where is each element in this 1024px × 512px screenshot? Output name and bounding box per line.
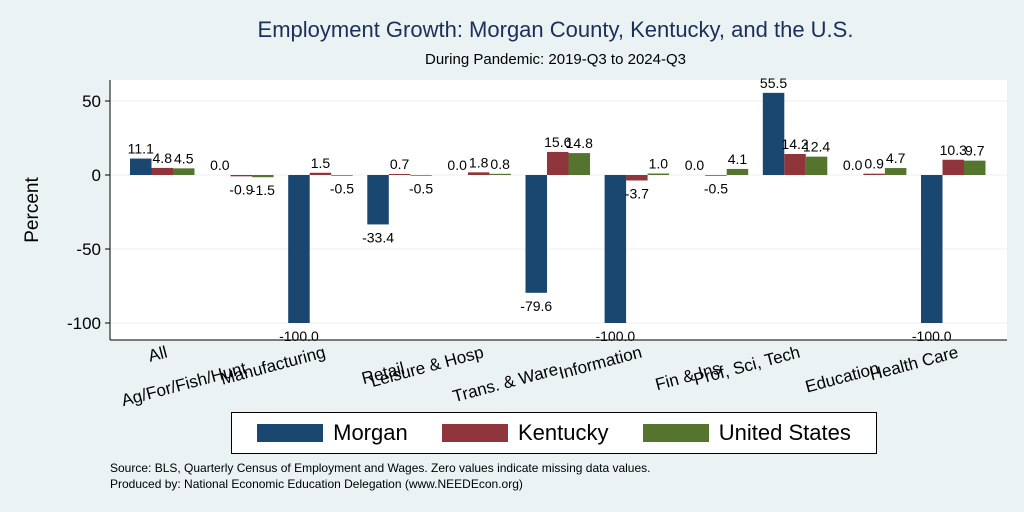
legend-swatch-kentucky bbox=[441, 424, 508, 442]
x-tick-label-information: Information bbox=[557, 343, 644, 383]
bar-kentucky-manufacturing bbox=[309, 172, 332, 175]
data-label-kentucky-information: -3.7 bbox=[625, 185, 649, 201]
bar-united-states-leisure-hosp bbox=[489, 173, 511, 175]
data-label-morgan-manufacturing: -100.0 bbox=[279, 328, 319, 344]
data-label-kentucky-prof-sci-tech: 14.2 bbox=[781, 136, 808, 152]
data-label-kentucky-manufacturing: 1.5 bbox=[311, 155, 331, 171]
legend-label-united-states: United States bbox=[718, 420, 851, 445]
bar-united-states-information bbox=[647, 173, 670, 175]
bar-kentucky-trans-ware bbox=[547, 151, 569, 175]
bar-united-states-all bbox=[173, 168, 195, 175]
bar-united-states-manufacturing bbox=[331, 175, 353, 176]
x-tick-label-all: All bbox=[146, 343, 169, 366]
data-label-morgan-ag-for-fish-hunt: 0.0 bbox=[210, 157, 230, 173]
data-label-morgan-trans-ware: -79.6 bbox=[520, 298, 552, 314]
bar-kentucky-information bbox=[626, 175, 648, 181]
bar-united-states-prof-sci-tech bbox=[805, 156, 828, 175]
x-tick-label-prof-sci-tech: Prof, Sci, Tech bbox=[692, 343, 802, 390]
bar-morgan-all bbox=[130, 158, 152, 175]
legend-label-morgan: Morgan bbox=[333, 420, 408, 445]
bar-morgan-retail bbox=[367, 175, 389, 225]
legend-swatch-united-states bbox=[642, 424, 709, 442]
produced-by-note: Produced by: National Economic Education… bbox=[110, 477, 523, 491]
y-tick-label: 50 bbox=[82, 92, 101, 111]
bar-united-states-health-care bbox=[964, 160, 986, 175]
data-label-kentucky-ag-for-fish-hunt: -0.9 bbox=[229, 181, 253, 197]
bar-morgan-prof-sci-tech bbox=[762, 92, 785, 175]
y-axis-label: Percent bbox=[22, 177, 43, 243]
bar-kentucky-leisure-hosp bbox=[467, 172, 490, 175]
bar-kentucky-education bbox=[863, 173, 885, 175]
data-label-kentucky-health-care: 10.3 bbox=[940, 142, 967, 158]
data-label-morgan-education: 0.0 bbox=[843, 157, 863, 173]
bar-kentucky-prof-sci-tech bbox=[784, 153, 806, 175]
bar-united-states-retail bbox=[410, 175, 432, 176]
data-label-united-states-health-care: 9.7 bbox=[965, 143, 985, 159]
legend: Morgan Kentucky United States bbox=[231, 412, 877, 454]
data-label-united-states-fin-ins: 4.1 bbox=[728, 151, 748, 167]
bar-kentucky-all bbox=[151, 167, 173, 175]
data-label-kentucky-leisure-hosp: 1.8 bbox=[469, 154, 489, 170]
x-tick-label-education: Education bbox=[803, 359, 881, 397]
y-tick-label: -50 bbox=[76, 240, 101, 259]
data-label-morgan-retail: -33.4 bbox=[362, 229, 394, 245]
bar-kentucky-health-care bbox=[942, 159, 964, 175]
data-label-kentucky-education: 0.9 bbox=[864, 156, 884, 172]
data-label-kentucky-fin-ins: -0.5 bbox=[704, 181, 728, 197]
data-label-united-states-information: 1.0 bbox=[649, 156, 669, 172]
legend-item-morgan: Morgan bbox=[257, 420, 408, 446]
bar-united-states-education bbox=[884, 168, 907, 175]
data-label-united-states-retail: -0.5 bbox=[409, 181, 433, 197]
bar-morgan-manufacturing bbox=[288, 175, 310, 323]
chart-subtitle: During Pandemic: 2019-Q3 to 2024-Q3 bbox=[425, 51, 686, 68]
plot-area bbox=[110, 80, 1007, 340]
data-label-united-states-ag-for-fish-hunt: -1.5 bbox=[251, 182, 275, 198]
y-tick-label: -100 bbox=[67, 314, 101, 333]
legend-swatch-morgan bbox=[257, 424, 324, 442]
data-label-united-states-trans-ware: 14.8 bbox=[566, 135, 593, 151]
bar-united-states-ag-for-fish-hunt bbox=[252, 175, 274, 178]
y-tick-label: 0 bbox=[92, 166, 101, 185]
source-note: Source: BLS, Quarterly Census of Employm… bbox=[110, 461, 651, 475]
bar-kentucky-fin-ins bbox=[705, 175, 727, 176]
bar-morgan-trans-ware bbox=[525, 175, 547, 293]
data-label-united-states-education: 4.7 bbox=[886, 150, 906, 166]
data-label-morgan-health-care: -100.0 bbox=[912, 328, 952, 344]
data-label-united-states-manufacturing: -0.5 bbox=[330, 181, 354, 197]
legend-item-kentucky: Kentucky bbox=[441, 420, 609, 446]
legend-item-united-states: United States bbox=[642, 420, 851, 446]
x-tick-label-health-care: Health Care bbox=[868, 343, 961, 385]
bar-kentucky-ag-for-fish-hunt bbox=[230, 175, 253, 177]
chart-title: Employment Growth: Morgan County, Kentuc… bbox=[257, 17, 854, 42]
footer-notes: Source: BLS, Quarterly Census of Employm… bbox=[110, 460, 650, 492]
data-label-morgan-all: 11.1 bbox=[128, 141, 154, 157]
data-label-united-states-prof-sci-tech: 12.4 bbox=[803, 139, 830, 155]
x-tick-label-manufacturing: Manufacturing bbox=[219, 343, 328, 389]
data-label-morgan-information: -100.0 bbox=[595, 328, 635, 344]
legend-label-kentucky: Kentucky bbox=[517, 420, 609, 445]
bar-kentucky-retail bbox=[388, 173, 411, 175]
data-label-morgan-fin-ins: 0.0 bbox=[685, 157, 705, 173]
data-label-united-states-leisure-hosp: 0.8 bbox=[490, 156, 510, 172]
bar-morgan-information bbox=[604, 175, 627, 323]
bar-united-states-fin-ins bbox=[726, 168, 749, 175]
data-label-kentucky-retail: 0.7 bbox=[390, 156, 410, 172]
bar-morgan-health-care bbox=[921, 175, 943, 323]
data-label-united-states-all: 4.5 bbox=[174, 150, 194, 166]
data-label-kentucky-trans-ware: 15.6 bbox=[544, 134, 571, 150]
bar-united-states-trans-ware bbox=[568, 153, 590, 175]
data-label-morgan-prof-sci-tech: 55.5 bbox=[760, 75, 787, 91]
data-label-morgan-leisure-hosp: 0.0 bbox=[447, 157, 467, 173]
data-label-kentucky-all: 4.8 bbox=[153, 150, 173, 166]
